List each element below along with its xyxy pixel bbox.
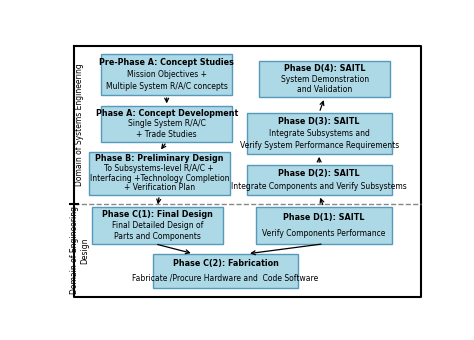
Text: Interfacing +Technology Completion: Interfacing +Technology Completion: [90, 174, 229, 183]
Text: Phase B: Preliminary Design: Phase B: Preliminary Design: [95, 154, 224, 163]
Bar: [246, 113, 392, 154]
Bar: [89, 152, 230, 195]
Text: Domain of Systems Engineering: Domain of Systems Engineering: [75, 64, 84, 186]
Text: + Trade Studies: + Trade Studies: [137, 130, 197, 139]
Text: Multiple System R/A/C concepts: Multiple System R/A/C concepts: [106, 82, 228, 91]
Text: Phase D(2): SAITL: Phase D(2): SAITL: [278, 169, 360, 178]
Bar: [259, 61, 390, 97]
Text: Phase D(3): SAITL: Phase D(3): SAITL: [278, 117, 360, 126]
Text: Phase C(2): Fabrication: Phase C(2): Fabrication: [173, 259, 278, 268]
Text: Integrate Components and Verify Subsystems: Integrate Components and Verify Subsyste…: [231, 182, 407, 191]
Bar: [246, 165, 392, 195]
Text: Final Detailed Design of: Final Detailed Design of: [112, 221, 203, 230]
Text: and Validation: and Validation: [297, 85, 352, 94]
Bar: [153, 254, 298, 288]
Text: Fabricate /Procure Hardware and  Code Software: Fabricate /Procure Hardware and Code Sof…: [132, 274, 319, 283]
Text: Phase D(4): SAITL: Phase D(4): SAITL: [284, 64, 365, 73]
Text: Verify System Performance Requirements: Verify System Performance Requirements: [239, 141, 399, 150]
Text: System Demonstration: System Demonstration: [281, 74, 369, 84]
Text: + Verification Plan: + Verification Plan: [124, 183, 195, 192]
Text: Phase C(1): Final Design: Phase C(1): Final Design: [102, 210, 213, 219]
Text: Pre-Phase A: Concept Studies: Pre-Phase A: Concept Studies: [99, 58, 234, 67]
Bar: [256, 207, 392, 244]
Text: Parts and Components: Parts and Components: [114, 232, 201, 241]
Text: Single System R/A/C: Single System R/A/C: [128, 119, 206, 129]
Text: Phase A: Concept Development: Phase A: Concept Development: [96, 109, 238, 118]
Bar: [101, 54, 232, 95]
Text: Mission Objectives +: Mission Objectives +: [127, 70, 207, 79]
Text: To Subsystems-level R/A/C +: To Subsystems-level R/A/C +: [104, 164, 214, 173]
Bar: [92, 207, 223, 244]
Text: Domain of Engineering
Design: Domain of Engineering Design: [70, 206, 89, 294]
Text: Integrate Subsystems and: Integrate Subsystems and: [269, 129, 370, 138]
Bar: [101, 106, 232, 142]
Text: Verify Components Performance: Verify Components Performance: [262, 229, 385, 238]
Text: Phase D(1): SAITL: Phase D(1): SAITL: [283, 213, 365, 222]
